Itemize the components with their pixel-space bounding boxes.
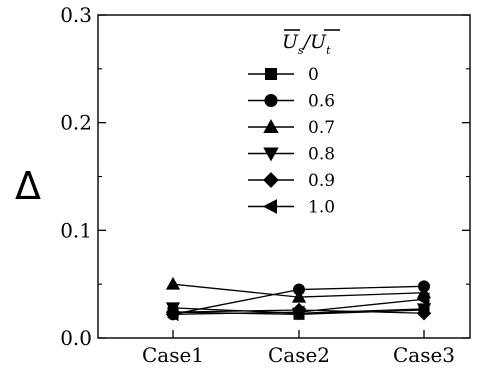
series-1.0 [165,292,430,322]
plot-axes [97,14,471,339]
legend-marker [264,93,278,108]
legend-item: 0.9 [248,171,335,191]
data-series [165,276,432,322]
legend-marker [263,172,279,188]
legend-label: 0.7 [308,118,335,138]
svg-text:Us/Ut: Us/Ut [282,31,331,57]
x-tick-label: Case1 [142,343,204,367]
data-point [165,276,181,290]
y-tick-label: 0.0 [60,326,92,350]
plot-frame [97,14,471,339]
legend-item: 0 [248,65,319,85]
legend-item: 0.7 [248,118,335,138]
y-axis-ticks: 0.0 0.1 0.2 0.3 [60,3,470,350]
legend-label: 0 [308,65,319,85]
x-tick-label: Case3 [393,343,455,367]
legend-marker [262,199,277,214]
x-axis-ticks: Case1 Case2 Case3 [142,330,455,367]
legend-label: 0.9 [308,171,335,191]
data-point [291,305,305,319]
data-point [165,307,179,322]
y-axis-label: Δ [15,164,41,208]
data-point [291,289,307,303]
data-point [416,306,432,321]
legend: Us/Ut 0 0.6 0.7 0.8 0.9 1.0 [248,29,340,218]
y-tick-label: 0.2 [60,111,92,135]
legend-label: 1.0 [308,198,335,218]
legend-title-u1: U [282,31,299,53]
legend-item: 1.0 [248,198,335,218]
data-point [416,292,430,307]
legend-title-slash: / [302,31,312,53]
legend-label: 0.6 [308,92,335,112]
legend-marker [265,68,277,80]
y-tick-label: 0.3 [60,3,92,27]
y-tick-label: 0.1 [60,218,92,242]
legend-title: Us/Ut [282,29,340,57]
legend-item: 0.6 [248,92,335,112]
legend-marker [263,147,279,162]
legend-title-sub-t: t [326,44,331,57]
legend-title-u2: U [310,31,327,53]
legend-items: 0 0.6 0.7 0.8 0.9 1.0 [248,65,335,218]
x-tick-label: Case2 [268,343,330,367]
legend-title-sub-s: s [298,44,304,57]
legend-marker [263,119,279,133]
legend-item: 0.8 [248,145,335,165]
legend-label: 0.8 [308,145,335,165]
